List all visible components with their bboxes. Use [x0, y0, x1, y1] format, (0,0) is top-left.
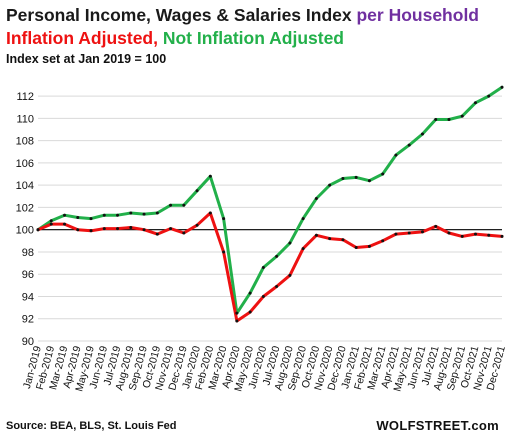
data-point-inflation-adjusted-Nov-2021	[487, 233, 491, 237]
data-point-inflation-adjusted-Dec-2021	[500, 234, 504, 238]
y-tick-label-110: 110	[16, 113, 34, 125]
data-point-inflation-adjusted-Oct-2021	[473, 232, 477, 236]
data-point-inflation-adjusted-Oct-2020	[314, 233, 318, 237]
data-point-not-inflation-adjusted-Jul-2020	[275, 254, 279, 258]
data-point-not-inflation-adjusted-Jun-2021	[420, 132, 424, 136]
y-tick-label-106: 106	[16, 158, 34, 170]
series-line-not-inflation-adjusted	[36, 85, 504, 315]
data-point-not-inflation-adjusted-Oct-2021	[473, 101, 477, 105]
data-point-inflation-adjusted-Aug-2021	[447, 231, 451, 235]
index-note: Index set at Jan 2019 = 100	[6, 52, 167, 66]
data-point-inflation-adjusted-Nov-2020	[328, 237, 332, 241]
data-point-inflation-adjusted-Mar-2020	[222, 250, 226, 254]
data-point-inflation-adjusted-Aug-2019	[129, 225, 133, 229]
y-tick-label-92: 92	[22, 314, 34, 326]
data-point-not-inflation-adjusted-Jun-2019	[102, 213, 106, 217]
chart-title: Personal Income, Wages & Salaries Index …	[6, 4, 479, 26]
y-tick-label-100: 100	[16, 225, 34, 237]
data-point-not-inflation-adjusted-Dec-2019	[182, 203, 186, 207]
data-point-inflation-adjusted-Apr-2019	[76, 228, 80, 232]
data-point-not-inflation-adjusted-Aug-2019	[129, 211, 133, 215]
data-point-not-inflation-adjusted-Mar-2021	[381, 172, 385, 176]
chart-title-accent: per Household	[356, 5, 479, 25]
data-point-not-inflation-adjusted-May-2020	[248, 291, 252, 295]
data-point-not-inflation-adjusted-Nov-2019	[169, 203, 173, 207]
data-point-inflation-adjusted-Jun-2020	[261, 294, 265, 298]
data-point-inflation-adjusted-Feb-2020	[208, 211, 212, 215]
data-point-inflation-adjusted-Feb-2019	[49, 222, 53, 226]
data-point-not-inflation-adjusted-Mar-2020	[222, 217, 226, 221]
data-point-not-inflation-adjusted-Oct-2019	[155, 211, 159, 215]
y-tick-label-90: 90	[22, 336, 34, 348]
data-point-inflation-adjusted-May-2021	[407, 231, 411, 235]
data-point-not-inflation-adjusted-Sep-2020	[301, 217, 305, 221]
data-point-inflation-adjusted-Jan-2019	[36, 228, 40, 232]
data-point-inflation-adjusted-Jun-2021	[420, 230, 424, 234]
chart-subtitle: Inflation Adjusted, Not Inflation Adjust…	[6, 26, 479, 50]
data-point-not-inflation-adjusted-Feb-2021	[367, 179, 371, 183]
data-point-not-inflation-adjusted-May-2019	[89, 217, 93, 221]
data-point-inflation-adjusted-Jan-2020	[195, 223, 199, 227]
y-tick-label-112: 112	[16, 91, 34, 103]
data-point-not-inflation-adjusted-Jul-2021	[434, 118, 438, 122]
y-tick-label-102: 102	[16, 202, 34, 214]
data-point-not-inflation-adjusted-Apr-2020	[235, 311, 239, 315]
y-tick-label-104: 104	[16, 180, 34, 192]
data-point-not-inflation-adjusted-Jan-2021	[354, 175, 358, 179]
data-point-inflation-adjusted-Jul-2019	[116, 227, 120, 231]
data-point-not-inflation-adjusted-Jan-2020	[195, 189, 199, 193]
data-point-inflation-adjusted-Feb-2021	[367, 244, 371, 248]
data-point-inflation-adjusted-Dec-2019	[182, 231, 186, 235]
subtitle-not-inflation-adjusted: Not Inflation Adjusted	[162, 28, 344, 48]
source-note: Source: BEA, BLS, St. Louis Fed	[6, 420, 177, 432]
data-point-not-inflation-adjusted-Nov-2020	[328, 183, 332, 187]
data-point-not-inflation-adjusted-Aug-2021	[447, 118, 451, 122]
data-point-not-inflation-adjusted-Oct-2020	[314, 197, 318, 201]
data-point-not-inflation-adjusted-Sep-2021	[460, 114, 464, 118]
data-point-not-inflation-adjusted-Jun-2020	[261, 266, 265, 270]
data-point-inflation-adjusted-Sep-2021	[460, 234, 464, 238]
data-point-not-inflation-adjusted-Dec-2020	[341, 176, 345, 180]
data-point-inflation-adjusted-Jun-2019	[102, 227, 106, 231]
data-point-inflation-adjusted-Sep-2019	[142, 228, 146, 232]
data-point-not-inflation-adjusted-Feb-2020	[208, 174, 212, 178]
chart-title-main: Personal Income, Wages & Salaries Index	[6, 5, 352, 25]
data-point-not-inflation-adjusted-Sep-2019	[142, 212, 146, 216]
data-point-inflation-adjusted-Nov-2019	[169, 227, 173, 231]
data-point-inflation-adjusted-May-2020	[248, 310, 252, 314]
data-point-not-inflation-adjusted-Feb-2019	[49, 219, 53, 223]
data-point-inflation-adjusted-Apr-2020	[235, 319, 239, 323]
data-point-not-inflation-adjusted-Apr-2021	[394, 153, 398, 157]
chart-header: Personal Income, Wages & Salaries Index …	[6, 4, 479, 68]
data-point-inflation-adjusted-Jul-2020	[275, 284, 279, 288]
data-point-not-inflation-adjusted-Aug-2020	[288, 241, 292, 245]
data-point-inflation-adjusted-Sep-2020	[301, 247, 305, 251]
data-point-inflation-adjusted-Mar-2021	[381, 239, 385, 243]
data-point-inflation-adjusted-Dec-2020	[341, 238, 345, 242]
data-point-inflation-adjusted-Mar-2019	[63, 222, 67, 226]
brand-logo-text: WOLFSTREET.com	[376, 418, 499, 433]
data-point-inflation-adjusted-Apr-2021	[394, 232, 398, 236]
y-tick-label-108: 108	[16, 136, 34, 148]
data-point-not-inflation-adjusted-Apr-2019	[76, 215, 80, 219]
data-point-inflation-adjusted-Jan-2021	[354, 246, 358, 250]
y-tick-label-94: 94	[22, 291, 34, 303]
series-line-inflation-adjusted	[36, 211, 504, 323]
data-point-not-inflation-adjusted-Nov-2021	[487, 94, 491, 98]
data-point-inflation-adjusted-Oct-2019	[155, 232, 159, 236]
y-tick-label-98: 98	[22, 247, 34, 259]
subtitle-inflation-adjusted: Inflation Adjusted,	[6, 28, 158, 48]
data-point-not-inflation-adjusted-May-2021	[407, 143, 411, 147]
data-point-not-inflation-adjusted-Dec-2021	[500, 85, 504, 89]
data-point-not-inflation-adjusted-Jul-2019	[116, 213, 120, 217]
data-point-inflation-adjusted-Aug-2020	[288, 273, 292, 277]
data-point-inflation-adjusted-Jul-2021	[434, 224, 438, 228]
data-point-not-inflation-adjusted-Mar-2019	[63, 213, 67, 217]
data-point-inflation-adjusted-May-2019	[89, 229, 93, 233]
y-tick-label-96: 96	[22, 269, 34, 281]
